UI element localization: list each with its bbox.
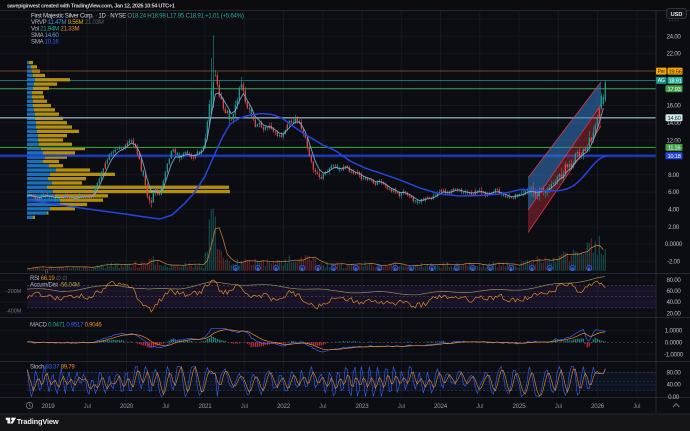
svg-text:D: D — [301, 267, 304, 271]
svg-text:80.00: 80.00 — [667, 277, 682, 284]
svg-text:D: D — [275, 267, 278, 271]
svg-text:16.00: 16.00 — [667, 103, 682, 110]
svg-text:-400M: -400M — [6, 308, 22, 314]
svg-text:8.00: 8.00 — [668, 172, 680, 179]
svg-text:D: D — [410, 267, 413, 271]
svg-text:2022: 2022 — [277, 403, 291, 410]
svg-text:D: D — [455, 267, 458, 271]
svg-text:Jul: Jul — [476, 404, 483, 410]
svg-text:0.0000: 0.0000 — [665, 241, 683, 248]
svg-text:14.60: 14.60 — [667, 116, 680, 122]
svg-text:D: D — [257, 267, 260, 271]
svg-text:0.0000: 0.0000 — [665, 340, 683, 347]
svg-text:VRVP 11.47M 9.56M 21.03M: VRVP 11.47M 9.56M 21.03M — [31, 19, 104, 26]
svg-text:11.16: 11.16 — [668, 146, 681, 152]
svg-text:Jul: Jul — [398, 404, 405, 410]
svg-text:Jul: Jul — [84, 404, 91, 410]
svg-text:D: D — [431, 267, 434, 271]
svg-text:Jul: Jul — [162, 404, 169, 410]
svg-text:D: D — [235, 267, 238, 271]
svg-text:2020: 2020 — [120, 403, 134, 410]
svg-text:Pre: Pre — [658, 69, 666, 75]
svg-text:4.00: 4.00 — [668, 207, 680, 214]
svg-text:D: D — [378, 267, 381, 271]
svg-text:14.00: 14.00 — [667, 120, 682, 127]
svg-text:D: D — [510, 267, 513, 271]
svg-text:40.00: 40.00 — [667, 382, 682, 389]
svg-text:Jul: Jul — [633, 404, 640, 410]
svg-text:Jul: Jul — [555, 404, 562, 410]
svg-text:RSI 66.19 ∅ ∅: RSI 66.19 ∅ ∅ — [30, 275, 67, 282]
svg-text:AG: AG — [658, 78, 665, 84]
svg-text:2026: 2026 — [591, 403, 605, 410]
svg-text:USD: USD — [671, 12, 683, 18]
svg-text:D: D — [317, 267, 320, 271]
svg-text:First Majestic Silver Corp. ·: First Majestic Silver Corp. · 1D · NYSE … — [31, 12, 244, 19]
svg-text:savepiginvest created with Tra: savepiginvest created with TradingView.c… — [7, 3, 175, 9]
svg-text:Jul: Jul — [319, 404, 326, 410]
svg-text:Vol 21.94M 21.33M: Vol 21.94M 21.33M — [31, 25, 79, 32]
svg-text:1.0000: 1.0000 — [665, 328, 683, 335]
svg-text:2019: 2019 — [42, 403, 56, 410]
svg-text:12.00: 12.00 — [667, 137, 682, 144]
svg-text:17.93: 17.93 — [667, 87, 680, 93]
svg-text:19.56: 19.56 — [668, 69, 681, 75]
svg-text:D: D — [355, 267, 358, 271]
svg-text:0.00: 0.00 — [668, 394, 680, 401]
svg-text:D: D — [332, 267, 335, 271]
svg-text:SMA 10.16: SMA 10.16 — [31, 38, 59, 45]
svg-text:SMA 14.60: SMA 14.60 — [31, 32, 59, 39]
svg-text:D: D — [472, 267, 475, 271]
svg-text:20.00: 20.00 — [667, 310, 682, 317]
svg-text:80.00: 80.00 — [667, 370, 682, 377]
svg-text:Jul: Jul — [241, 404, 248, 410]
svg-text:-2.00: -2.00 — [667, 258, 680, 265]
svg-text:TradingView: TradingView — [17, 417, 59, 426]
svg-text:D: D — [588, 267, 591, 271]
svg-text:18.91: 18.91 — [668, 79, 681, 85]
svg-text:40.00: 40.00 — [667, 299, 682, 306]
svg-text:-1.0000: -1.0000 — [664, 351, 684, 358]
svg-text:10.18: 10.18 — [667, 154, 680, 160]
svg-text:MACD 0.0471 0.9517 0.9046: MACD 0.0471 0.9517 0.9046 — [30, 322, 102, 328]
svg-text:2021: 2021 — [199, 403, 213, 410]
svg-text:D: D — [548, 267, 551, 271]
svg-text:60.00: 60.00 — [667, 288, 682, 295]
svg-text:2.00: 2.00 — [668, 224, 680, 231]
svg-text:6.00: 6.00 — [668, 189, 680, 196]
svg-text:2024: 2024 — [434, 403, 448, 410]
svg-text:Stoch 93.37 89.79: Stoch 93.37 89.79 — [30, 364, 75, 370]
svg-text:2023: 2023 — [356, 403, 370, 410]
svg-text:D: D — [394, 267, 397, 271]
svg-text:D: D — [489, 267, 492, 271]
svg-text:-200M: -200M — [6, 289, 22, 295]
svg-text:24.00: 24.00 — [667, 33, 682, 40]
svg-text:0: 0 — [45, 270, 48, 276]
svg-text:2025: 2025 — [513, 403, 527, 410]
svg-text:Accum/Dist -56.04M: Accum/Dist -56.04M — [30, 282, 80, 288]
svg-text:D: D — [531, 267, 534, 271]
svg-text:D: D — [571, 267, 574, 271]
svg-text:22.00: 22.00 — [667, 51, 682, 58]
